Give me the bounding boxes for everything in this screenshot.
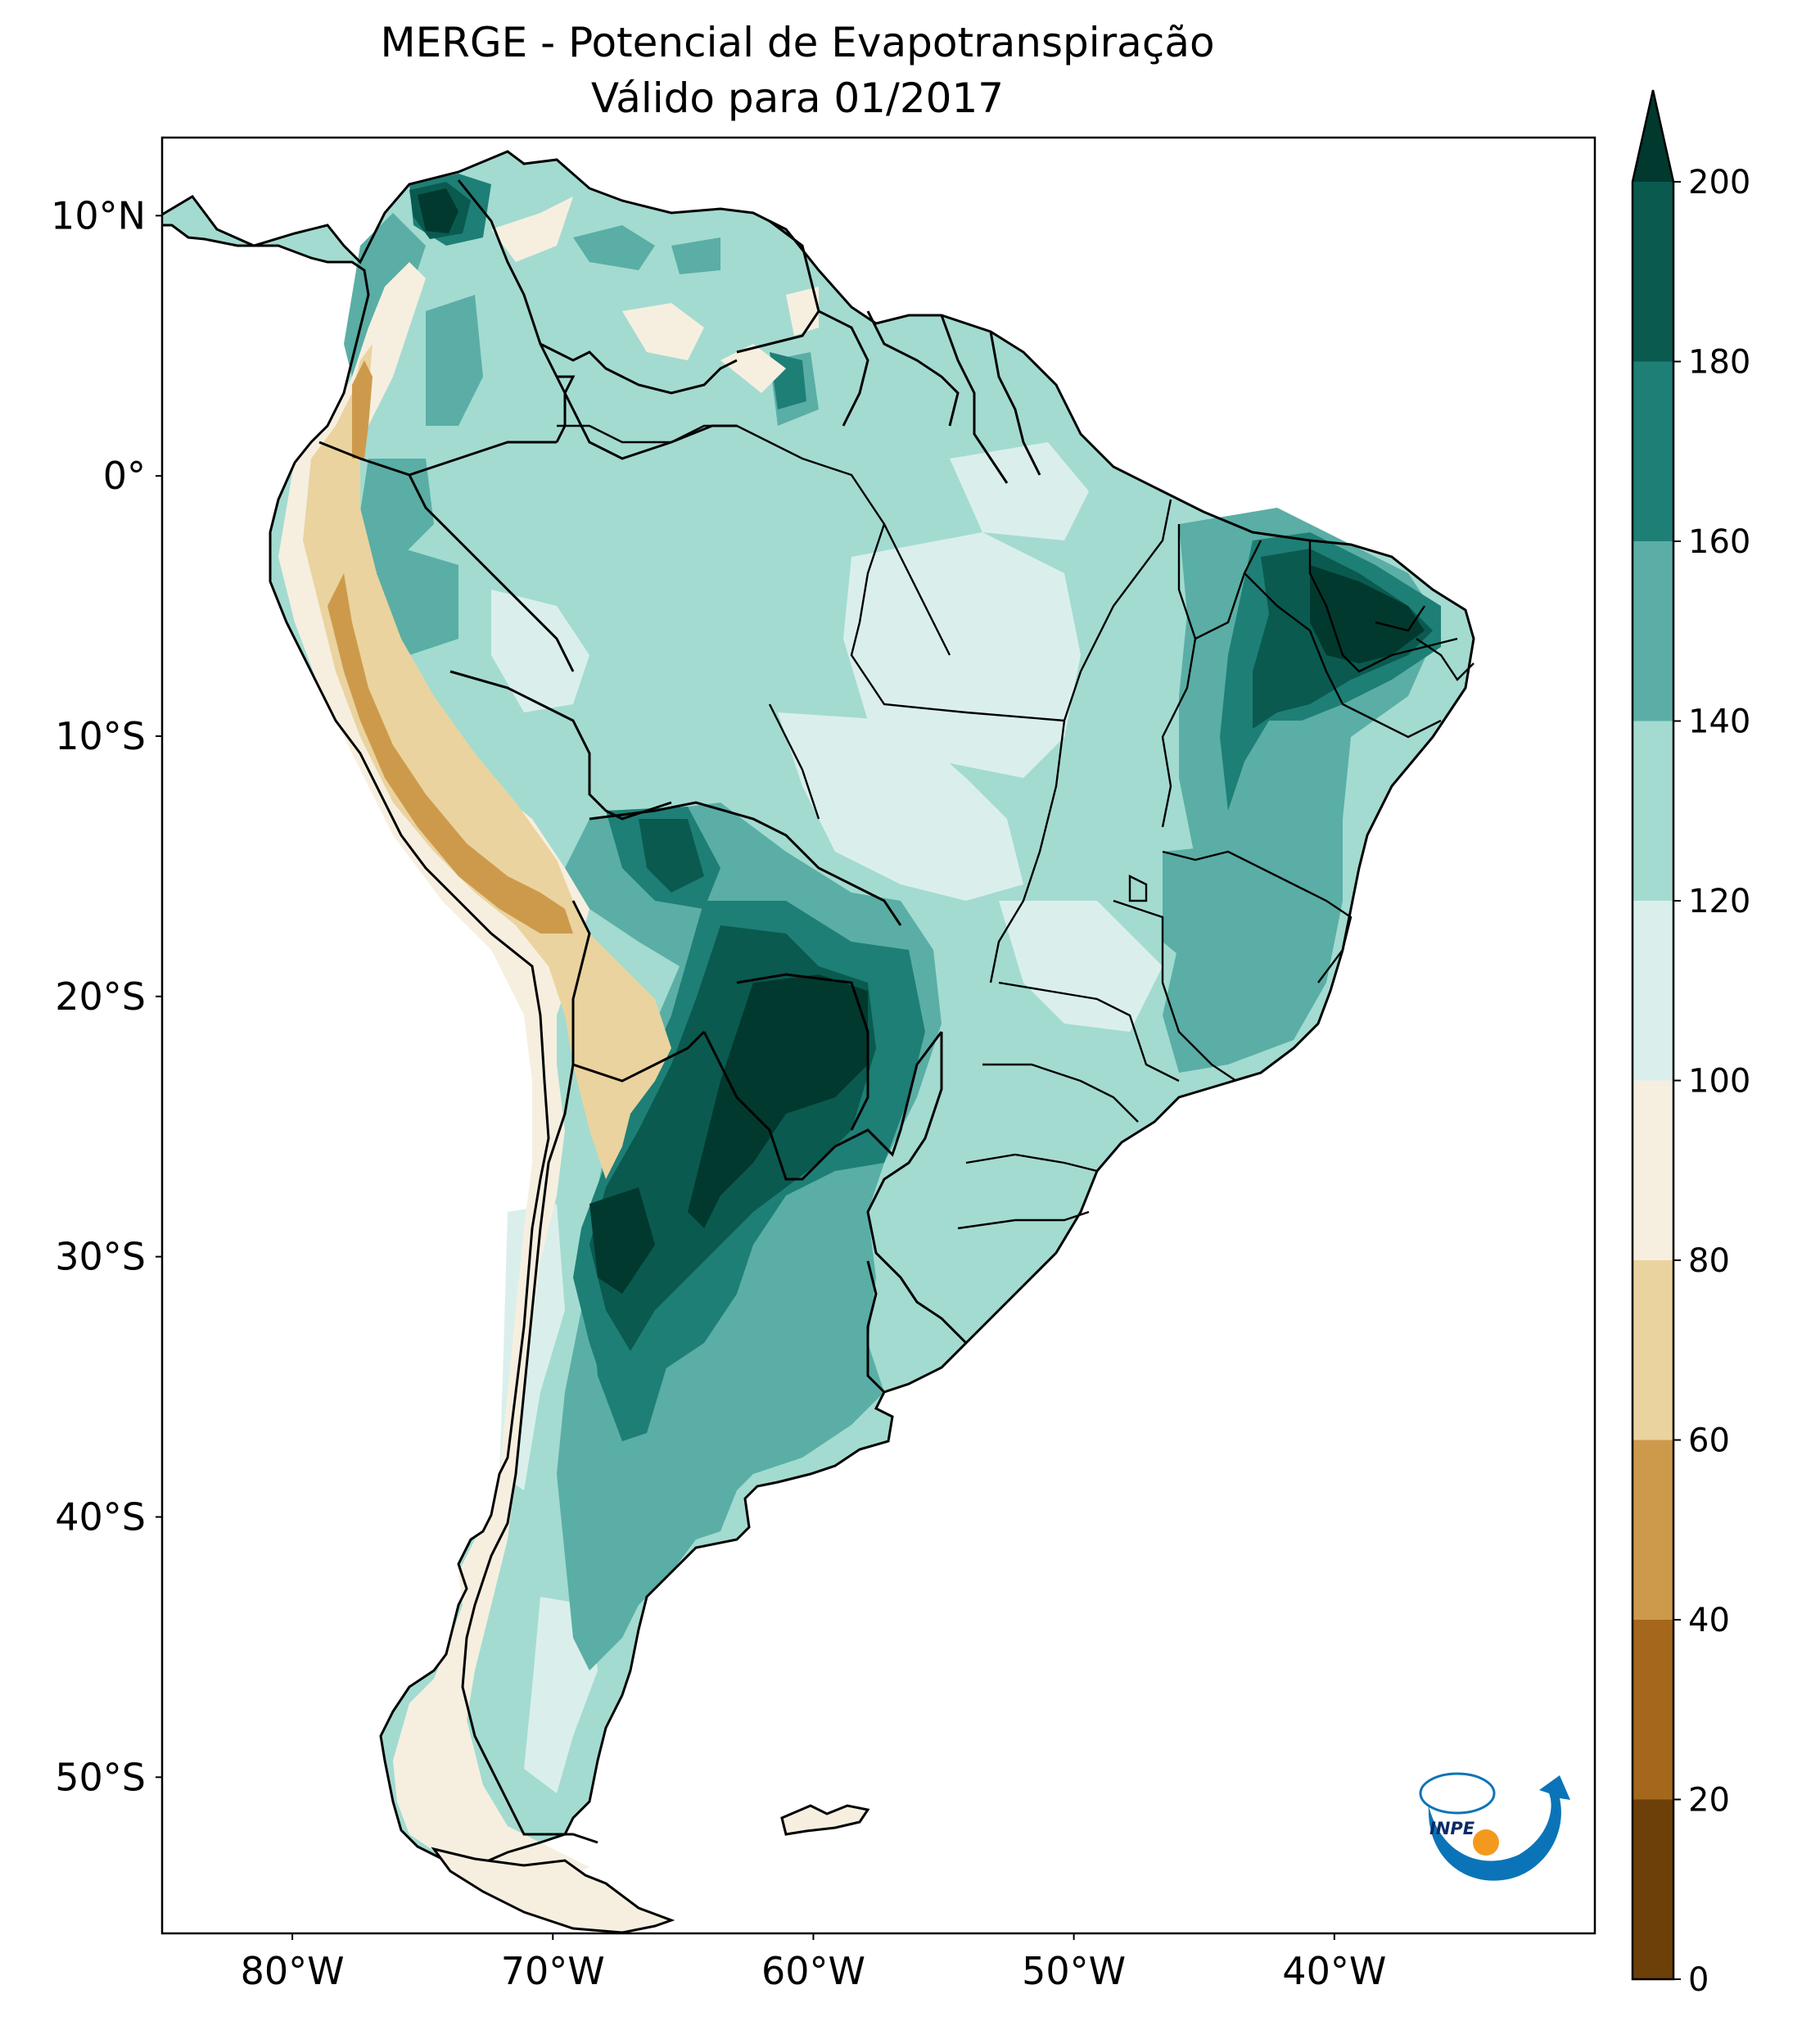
lat-tick-label: 10°S bbox=[55, 714, 146, 758]
colorbar-segment bbox=[1633, 182, 1673, 362]
lon-tick-label: 60°W bbox=[761, 1949, 865, 1993]
lon-tick-label: 80°W bbox=[241, 1949, 345, 1993]
inpe-logo-swoosh bbox=[1428, 1775, 1570, 1881]
colorbar-segment bbox=[1633, 1440, 1673, 1620]
colorbar-tick-label: 140 bbox=[1688, 703, 1750, 741]
longitude-ticks: 80°W 70°W 60°W 50°W 40°W bbox=[241, 1933, 1386, 1993]
tierra-del-fuego bbox=[431, 1847, 675, 1934]
colorbar-tick-label: 40 bbox=[1688, 1602, 1730, 1639]
colorbar-outline bbox=[1631, 89, 1675, 1981]
colorbar-tick-label: 180 bbox=[1688, 344, 1750, 382]
lat-tick-label: 0° bbox=[103, 454, 146, 498]
colorbar-tick-label: 60 bbox=[1688, 1422, 1730, 1460]
country-borders bbox=[318, 179, 1041, 1844]
inpe-logo: INPE bbox=[1419, 1772, 1570, 1881]
lon-tick-label: 70°W bbox=[501, 1949, 605, 1993]
lat-tick-label: 10°N bbox=[51, 193, 146, 237]
colorbar-tick-label: 120 bbox=[1688, 883, 1750, 920]
colorbar-tick-label: 200 bbox=[1688, 164, 1750, 201]
map-title-line-1: MERGE - Potencial de Evapotranspiração bbox=[380, 19, 1215, 66]
colorbar-segment bbox=[1633, 1080, 1673, 1260]
colorbar-tick-label: 80 bbox=[1688, 1242, 1730, 1280]
colorbar-tick-label: 100 bbox=[1688, 1063, 1750, 1101]
inpe-logo-text: INPE bbox=[1429, 1819, 1475, 1838]
colorbar-segment bbox=[1633, 721, 1673, 901]
colorbar-tick-label: 20 bbox=[1688, 1782, 1730, 1820]
field-40-60 bbox=[327, 573, 573, 934]
inpe-logo-orbit bbox=[1419, 1772, 1496, 1815]
colorbar-tick-label: 0 bbox=[1688, 1961, 1709, 1999]
lat-tick-label: 30°S bbox=[55, 1235, 146, 1279]
latitude-ticks: 10°N 0° 10°S 20°S 30°S 40°S 50°S bbox=[51, 193, 162, 1799]
colorbar-segment bbox=[1633, 361, 1673, 541]
colorbar: 0 20 40 60 80 100 120 140 160 180 200 bbox=[1631, 89, 1750, 1999]
field-40-60-north bbox=[352, 360, 373, 459]
colorbar-segment bbox=[1633, 901, 1673, 1081]
falkland-islands bbox=[780, 1804, 870, 1836]
colorbar-segment bbox=[1633, 1260, 1673, 1440]
map-title-line-2: Válido para 01/2017 bbox=[590, 75, 1005, 122]
colorbar-segment bbox=[1633, 1620, 1673, 1800]
lat-tick-label: 40°S bbox=[55, 1494, 146, 1539]
colorbar-segment bbox=[1633, 541, 1673, 721]
colorbar-extend-arrow bbox=[1633, 90, 1673, 182]
state-borders bbox=[557, 424, 1475, 1230]
field-above-200 bbox=[418, 188, 1425, 1294]
map-frame bbox=[160, 136, 1596, 1935]
lat-tick-label: 20°S bbox=[55, 974, 146, 1019]
lon-tick-label: 40°W bbox=[1282, 1949, 1386, 1993]
inpe-logo-sun bbox=[1473, 1829, 1499, 1856]
lat-tick-label: 50°S bbox=[55, 1755, 146, 1799]
colorbar-segment bbox=[1633, 1799, 1673, 1979]
map-axes bbox=[160, 136, 1596, 1935]
lon-tick-label: 50°W bbox=[1022, 1949, 1126, 1993]
colorbar-tick-label: 160 bbox=[1688, 523, 1750, 561]
